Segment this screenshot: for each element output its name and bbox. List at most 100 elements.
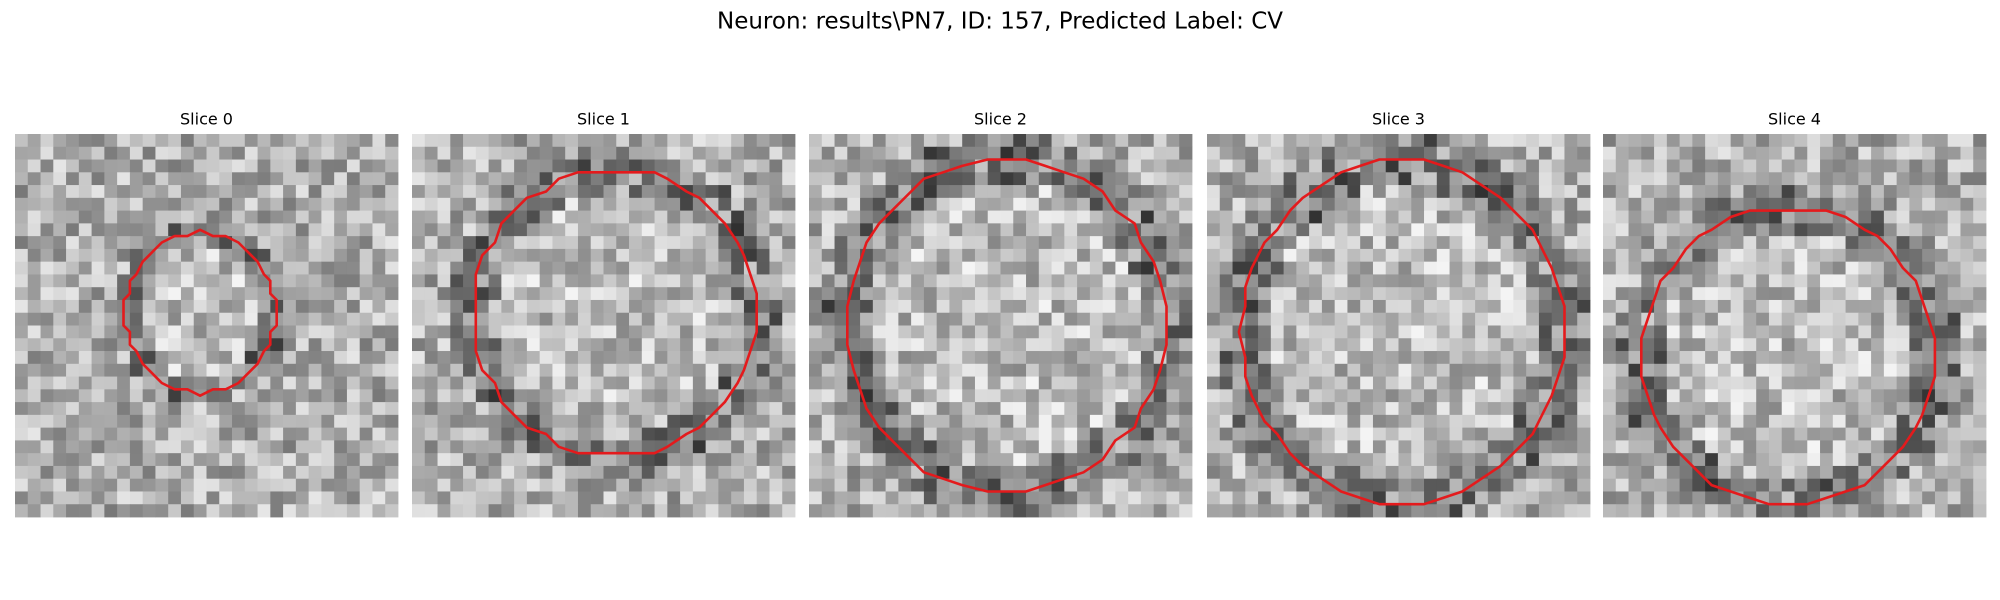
pixel bbox=[1692, 146, 1706, 160]
pixel bbox=[129, 287, 144, 301]
pixel bbox=[1270, 248, 1284, 263]
pixel bbox=[155, 146, 169, 160]
pixel bbox=[1858, 287, 1872, 301]
pixel bbox=[526, 402, 541, 416]
pixel bbox=[1564, 478, 1578, 492]
pixel bbox=[424, 376, 438, 390]
pixel bbox=[412, 363, 426, 377]
pixel bbox=[1321, 465, 1336, 480]
pixel bbox=[1577, 389, 1591, 403]
pixel bbox=[1462, 274, 1476, 288]
pixel bbox=[168, 338, 182, 352]
pixel bbox=[1705, 465, 1719, 480]
pixel bbox=[603, 427, 617, 441]
pixel bbox=[1666, 363, 1680, 377]
pixel bbox=[346, 197, 361, 211]
pixel bbox=[923, 134, 938, 148]
pixel bbox=[1140, 453, 1155, 467]
pixel bbox=[359, 504, 373, 518]
pixel bbox=[1666, 185, 1680, 199]
pixel bbox=[1947, 338, 1961, 352]
pixel bbox=[1577, 351, 1591, 365]
pixel bbox=[552, 363, 566, 377]
pixel bbox=[1922, 427, 1936, 441]
pixel bbox=[629, 185, 643, 199]
pixel bbox=[1064, 210, 1078, 224]
pixel bbox=[117, 159, 131, 173]
pixel bbox=[1102, 351, 1116, 365]
pixel bbox=[219, 248, 233, 263]
pixel bbox=[1896, 146, 1910, 160]
pixel bbox=[308, 287, 322, 301]
pixel bbox=[962, 338, 976, 352]
pixel bbox=[1832, 287, 1846, 301]
pixel bbox=[1436, 351, 1450, 365]
pixel bbox=[168, 478, 182, 492]
pixel bbox=[1743, 402, 1757, 416]
pixel bbox=[1615, 312, 1629, 326]
pixel bbox=[1232, 427, 1246, 441]
pixel bbox=[1883, 197, 1898, 211]
pixel bbox=[821, 223, 835, 237]
pixel bbox=[974, 504, 989, 518]
pixel bbox=[1641, 504, 1655, 518]
pixel bbox=[359, 312, 373, 326]
pixel bbox=[1603, 261, 1617, 275]
pixel bbox=[1513, 338, 1527, 352]
pixel bbox=[590, 491, 604, 505]
pixel bbox=[872, 440, 886, 454]
pixel bbox=[1013, 491, 1027, 505]
pixel bbox=[321, 325, 335, 339]
pixel bbox=[1628, 172, 1642, 186]
pixel bbox=[1654, 134, 1668, 148]
pixel bbox=[142, 504, 156, 518]
pixel bbox=[1207, 185, 1221, 199]
pixel bbox=[206, 159, 220, 173]
pixel bbox=[1743, 159, 1757, 173]
pixel bbox=[1896, 351, 1910, 365]
pixel bbox=[15, 325, 29, 339]
pixel bbox=[501, 465, 515, 480]
pixel bbox=[1296, 351, 1310, 365]
pixel bbox=[257, 159, 271, 173]
pixel bbox=[359, 414, 373, 429]
pixel bbox=[1219, 185, 1233, 199]
pixel bbox=[539, 389, 553, 403]
pixel bbox=[1207, 274, 1221, 288]
pixel bbox=[1102, 338, 1116, 352]
pixel bbox=[180, 453, 195, 467]
pixel bbox=[1140, 159, 1155, 173]
pixel bbox=[1858, 185, 1872, 199]
pixel bbox=[270, 363, 284, 377]
pixel bbox=[1283, 299, 1297, 314]
pixel bbox=[1909, 402, 1923, 416]
pixel bbox=[603, 197, 617, 211]
pixel bbox=[168, 134, 182, 148]
pixel bbox=[1871, 376, 1885, 390]
pixel bbox=[1960, 491, 1974, 505]
pixel bbox=[1360, 478, 1374, 492]
pixel bbox=[1270, 478, 1284, 492]
pixel bbox=[731, 223, 745, 237]
pixel bbox=[705, 465, 719, 480]
pixel bbox=[1372, 402, 1387, 416]
pixel bbox=[1832, 185, 1846, 199]
pixel bbox=[1166, 338, 1180, 352]
pixel bbox=[244, 134, 258, 148]
pixel bbox=[104, 389, 118, 403]
pixel bbox=[308, 236, 322, 250]
pixel bbox=[1462, 402, 1476, 416]
pixel bbox=[66, 325, 80, 339]
pixel bbox=[1219, 440, 1233, 454]
pixel bbox=[1654, 146, 1668, 160]
pixel bbox=[308, 185, 322, 199]
pixel bbox=[821, 159, 835, 173]
pixel bbox=[450, 185, 464, 199]
pixel bbox=[1487, 376, 1502, 390]
pixel bbox=[193, 351, 207, 365]
pixel bbox=[1347, 274, 1361, 288]
pixel bbox=[552, 376, 566, 390]
pixel bbox=[424, 338, 438, 352]
pixel bbox=[206, 236, 220, 250]
pixel bbox=[1922, 440, 1936, 454]
